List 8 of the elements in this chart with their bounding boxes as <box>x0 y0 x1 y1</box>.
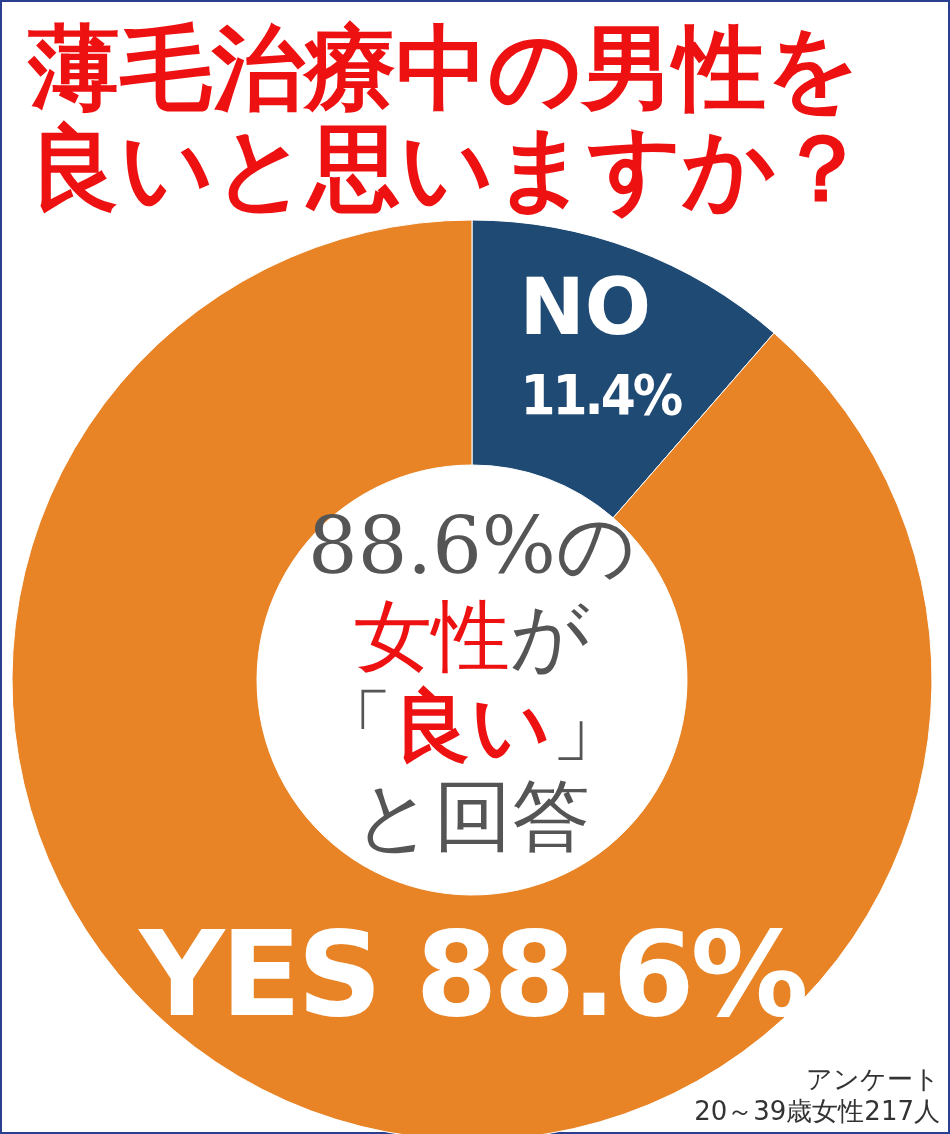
text: 88.6%の女性が「良い」と回答 <box>308 501 636 861</box>
chart-title: 薄毛治療中の男性を良いと思いますか？ <box>27 15 868 222</box>
slice-label: NO <box>519 261 652 352</box>
text: アンケート <box>806 1064 940 1094</box>
text: 20～39歳女性217人 <box>694 1096 940 1126</box>
data-label: 11.4% <box>520 361 682 427</box>
data-label: 88.6% <box>415 905 805 1043</box>
slice-label: YES <box>139 905 379 1043</box>
